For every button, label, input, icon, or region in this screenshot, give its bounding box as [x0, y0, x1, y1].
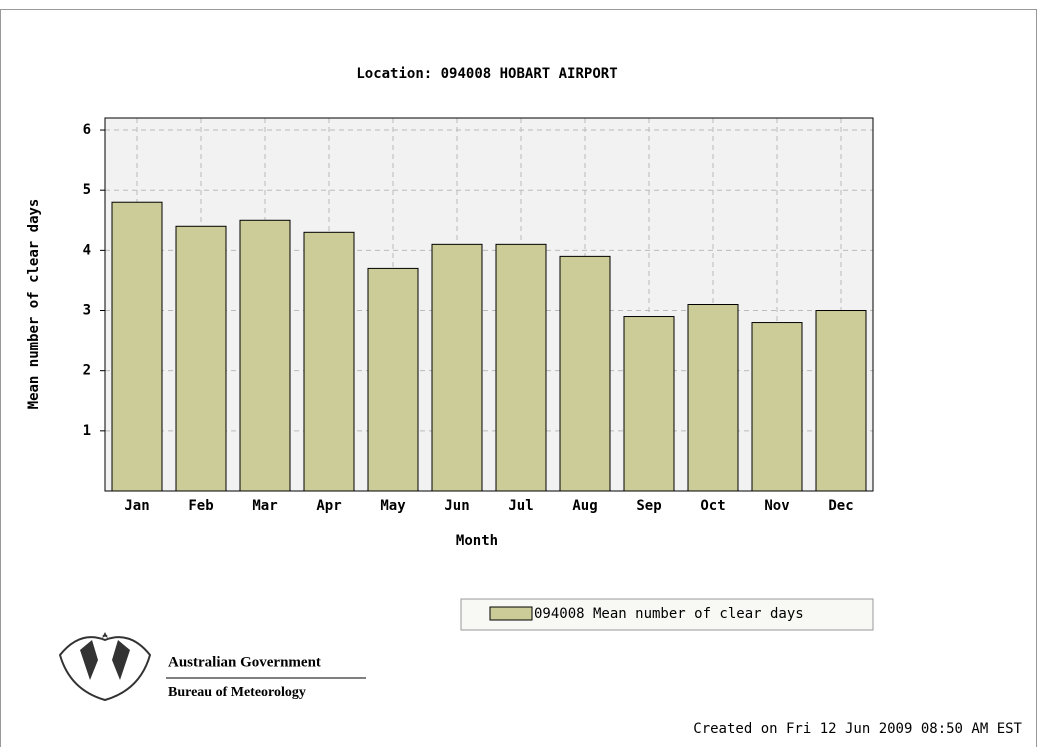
brand-government: Australian Government	[168, 654, 321, 670]
bar	[367, 267, 419, 492]
x-tick-label: Jan	[124, 498, 149, 514]
bar	[751, 322, 803, 492]
footer: Created on Fri 12 Jun 2009 08:50 AM EST	[693, 721, 1022, 737]
x-tick-label: Sep	[636, 498, 661, 514]
x-tick-label: Apr	[316, 498, 341, 514]
x-tick-label: Nov	[764, 498, 789, 514]
logo	[58, 632, 152, 702]
x-tick-label: Jul	[508, 498, 533, 514]
bar	[687, 304, 739, 492]
chart-title: Location: 094008 HOBART AIRPORT	[356, 66, 617, 82]
frame	[0, 9, 1037, 747]
x-tick-label: Aug	[572, 498, 597, 514]
x-tick-label: Jun	[444, 498, 469, 514]
y-tick-label: 4	[83, 242, 91, 258]
brand-agency: Bureau of Meteorology	[168, 685, 306, 700]
y-axis-label: Mean number of clear days	[26, 199, 42, 410]
bar	[623, 316, 675, 492]
legend-swatch	[489, 606, 533, 621]
bar	[559, 255, 611, 492]
bar	[175, 225, 227, 492]
x-tick-label: Oct	[700, 498, 725, 514]
bar	[239, 219, 291, 492]
x-axis-label: Month	[456, 533, 498, 549]
legend-label: 094008 Mean number of clear days	[534, 606, 804, 622]
y-tick-label: 1	[83, 423, 91, 439]
plot-border	[104, 117, 874, 492]
y-tick-label: 5	[83, 182, 91, 198]
x-tick-label: Dec	[828, 498, 853, 514]
x-tick-label: May	[380, 498, 406, 514]
bar	[815, 310, 867, 492]
bar	[303, 231, 355, 492]
plot-area	[105, 118, 873, 491]
bar	[431, 243, 483, 492]
x-tick-label: Mar	[252, 498, 277, 514]
bar	[111, 201, 163, 492]
y-tick-label: 6	[83, 122, 91, 138]
y-tick-label: 3	[83, 303, 91, 319]
x-tick-label: Feb	[188, 498, 213, 514]
y-tick-label: 2	[83, 363, 91, 379]
bar	[495, 243, 547, 492]
